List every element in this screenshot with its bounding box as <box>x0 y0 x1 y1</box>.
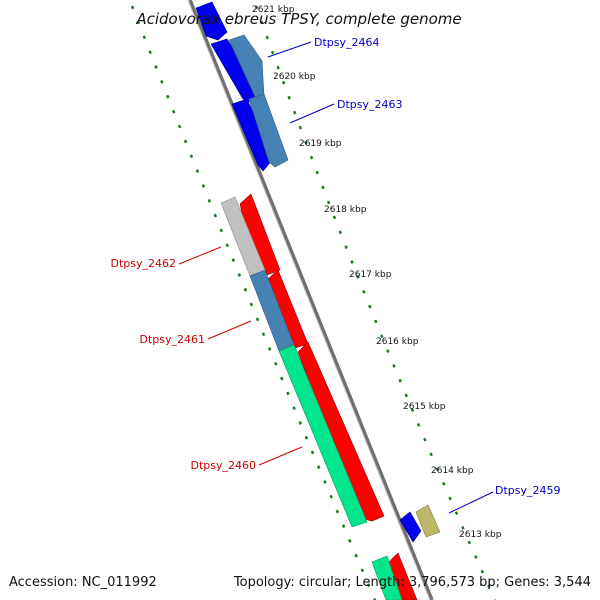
gene-arrow-blue[interactable] <box>231 98 275 172</box>
gene-label[interactable]: Dtpsy_2462 <box>110 257 176 270</box>
gene-label[interactable]: Dtpsy_2460 <box>190 459 256 472</box>
gene-track <box>195 1 441 600</box>
accession-text: Accession: NC_011992 <box>9 575 157 590</box>
map-title: Acidovorax ebreus TPSY, complete genome <box>135 10 461 28</box>
tick-labels: 2621 kbp 2620 kbp 2619 kbp 2618 kbp 2617… <box>252 5 502 540</box>
gene-label[interactable]: Dtpsy_2459 <box>495 484 561 497</box>
leader-line-forward <box>448 491 494 514</box>
genome-backbone <box>188 0 434 600</box>
tick-label: 2616 kbp <box>376 337 419 347</box>
leader-line-forward <box>289 103 335 124</box>
gene-arrow-steelblue[interactable] <box>228 34 265 102</box>
gene-label[interactable]: Dtpsy_2461 <box>139 333 205 346</box>
tick-label: 2619 kbp <box>299 139 342 149</box>
gene-labels: Dtpsy_2464 Dtpsy_2463 Dtpsy_2462 Dtpsy_2… <box>110 36 560 497</box>
leader-line-reverse <box>258 446 303 466</box>
label-leader-lines <box>178 41 494 514</box>
gene-arrow-green[interactable] <box>371 555 403 600</box>
gene-label[interactable]: Dtpsy_2463 <box>337 98 403 111</box>
topology-text: Topology: circular; Length: 3,796,573 bp… <box>233 575 591 590</box>
tick-label: 2614 kbp <box>431 466 474 476</box>
leader-line-reverse <box>207 320 252 340</box>
tick-label: 2618 kbp <box>324 205 367 215</box>
genome-backbone-highlight <box>187 0 431 600</box>
gene-arrow-blue-top[interactable] <box>195 1 228 41</box>
leader-line-reverse <box>178 246 222 265</box>
tick-label: 2621 kbp <box>252 5 295 15</box>
tick-label: 2620 kbp <box>273 72 316 82</box>
tick-label: 2613 kbp <box>459 530 502 540</box>
tick-label: 2617 kbp <box>349 270 392 280</box>
gene-arrow-steelblue[interactable] <box>248 93 289 168</box>
gene-arrow-khaki[interactable] <box>415 504 441 538</box>
tick-label: 2615 kbp <box>403 402 446 412</box>
leader-line-forward <box>267 41 312 58</box>
gene-label[interactable]: Dtpsy_2464 <box>314 36 380 49</box>
gene-arrow-green[interactable] <box>278 344 368 528</box>
gene-arrow-blue[interactable] <box>399 511 422 543</box>
